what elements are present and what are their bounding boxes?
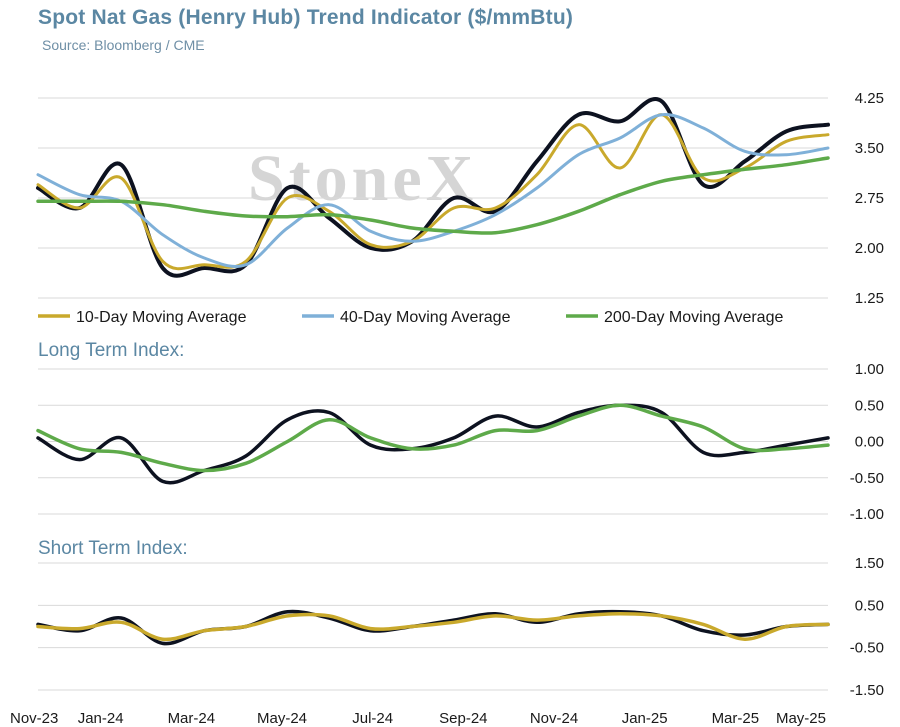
price-panel-ma10-line bbox=[36, 113, 830, 271]
x-axis-tick-label: Mar-25 bbox=[712, 710, 760, 727]
stonex-watermark: StoneX bbox=[248, 142, 477, 215]
x-axis-tick-label: Jan-24 bbox=[78, 710, 124, 727]
long-panel-y-tick-label: 0.50 bbox=[855, 397, 884, 414]
long-panel-y-tick-label: 1.00 bbox=[855, 361, 884, 378]
long-term-index-label: Long Term Index: bbox=[38, 340, 185, 361]
x-axis-tick-label: May-24 bbox=[257, 710, 307, 727]
long-panel-long-index-line bbox=[36, 403, 830, 485]
chart-title: Spot Nat Gas (Henry Hub) Trend Indicator… bbox=[38, 6, 574, 29]
short-panel-y-tick-label: 0.50 bbox=[855, 597, 884, 614]
short-term-index-label: Short Term Index: bbox=[38, 538, 188, 559]
x-axis-tick-label: Mar-24 bbox=[168, 710, 216, 727]
short-panel-y-tick-label: -0.50 bbox=[850, 640, 884, 657]
legend-entry-1: 10-Day Moving Average bbox=[76, 309, 247, 326]
price-panel-y-tick-label: 2.00 bbox=[855, 240, 884, 257]
price-panel-y-tick-label: 1.25 bbox=[855, 290, 884, 307]
short-panel-y-tick-label: 1.50 bbox=[855, 555, 884, 572]
price-panel-ma200-line bbox=[36, 156, 830, 235]
long-panel-long-signal-line bbox=[36, 403, 830, 473]
x-axis-tick-label: May-25 bbox=[776, 710, 826, 727]
x-axis-tick-label: Sep-24 bbox=[439, 710, 487, 727]
legend-entry-3: 200-Day Moving Average bbox=[604, 309, 783, 326]
price-panel-y-tick-label: 4.25 bbox=[855, 90, 884, 107]
x-axis-tick-label: Jan-25 bbox=[622, 710, 668, 727]
short-panel-y-tick-label: -1.50 bbox=[850, 682, 884, 699]
long-panel-y-tick-label: 0.00 bbox=[855, 434, 884, 451]
x-axis-tick-label: Nov-23 bbox=[10, 710, 58, 727]
price-panel-y-tick-label: 2.75 bbox=[855, 190, 884, 207]
price-panel-spot-price-line bbox=[36, 97, 830, 278]
x-axis-tick-label: Nov-24 bbox=[530, 710, 578, 727]
x-axis-tick-label: Jul-24 bbox=[352, 710, 393, 727]
long-panel-y-tick-label: -0.50 bbox=[850, 470, 884, 487]
price-panel-y-tick-label: 3.50 bbox=[855, 140, 884, 157]
legend-entry-2: 40-Day Moving Average bbox=[340, 309, 511, 326]
chart-source: Source: Bloomberg / CME bbox=[42, 37, 205, 53]
long-panel-y-tick-label: -1.00 bbox=[850, 506, 884, 523]
short-panel-short-signal-line bbox=[36, 612, 830, 642]
price-panel-ma40-line bbox=[36, 113, 830, 268]
